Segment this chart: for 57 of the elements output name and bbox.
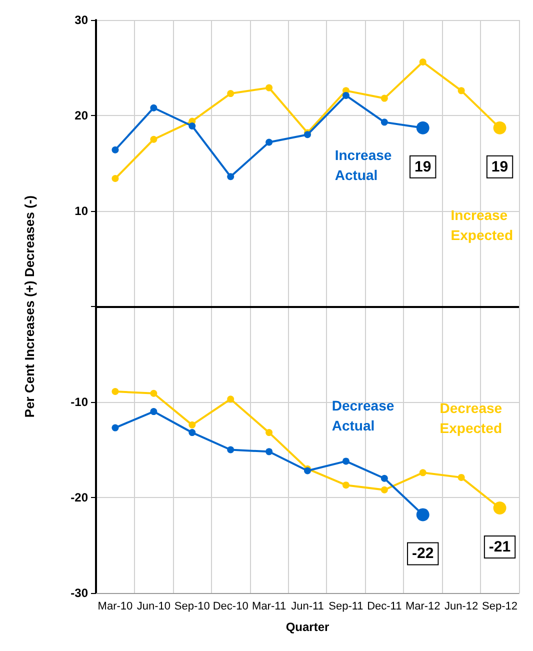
point (150, 390, 158, 397)
x-tick-label: Jun-11 (291, 600, 324, 612)
data-label: -22 (412, 545, 434, 562)
point (227, 90, 234, 98)
x-tick-label: Mar-11 (252, 600, 286, 612)
point (188, 421, 196, 428)
data-label: 19 (491, 158, 508, 176)
x-tick-label: Dec-11 (367, 600, 402, 612)
point (188, 122, 196, 130)
point (266, 84, 273, 92)
y-tick-label: 30 (74, 13, 88, 27)
x-tick-label: Sep-12 (482, 600, 518, 612)
point (112, 175, 119, 182)
y-tick-label: 20 (74, 108, 88, 122)
x-tick-label: Mar-10 (98, 600, 133, 612)
point (266, 138, 273, 146)
point (112, 388, 119, 395)
y-tick-label: 10 (74, 204, 88, 218)
text: Decrease Expected (440, 400, 502, 436)
point (380, 94, 388, 102)
x-tick-label: Mar-12 (405, 600, 440, 612)
point (458, 87, 465, 94)
point (266, 429, 273, 436)
point (227, 173, 234, 180)
y-tick-label: -20 (70, 490, 88, 504)
point (419, 469, 426, 476)
y-axis-title: Per Cent Increases (+) Decreases (-) (22, 195, 37, 418)
point (342, 482, 350, 489)
point (380, 486, 388, 494)
x-tick-label: Sep-11 (328, 600, 364, 612)
series-label: Decrease Actual (332, 398, 394, 434)
point (380, 118, 388, 126)
point (227, 446, 234, 454)
x-tick-label: Jun-10 (136, 600, 170, 612)
point (150, 136, 158, 143)
series-label: Increase Actual (334, 146, 392, 183)
point (380, 474, 388, 482)
point (342, 458, 350, 465)
point (458, 474, 465, 481)
data-label: -21 (488, 538, 511, 556)
point (227, 396, 234, 403)
text: Increase Expected (450, 206, 514, 243)
point (150, 104, 158, 112)
point (419, 58, 426, 66)
x-tick-label: Jun-12 (444, 600, 478, 612)
data-label: 19 (414, 158, 432, 176)
point (112, 424, 119, 432)
point (112, 146, 119, 154)
x-axis-title: Quarter (286, 620, 330, 634)
point (150, 408, 158, 416)
point (188, 429, 196, 436)
y-tick-label: -30 (70, 586, 88, 600)
x-tick-label: Sep-10 (174, 600, 210, 612)
y-tick-label: -10 (70, 395, 88, 409)
point (266, 448, 273, 456)
point (342, 92, 350, 99)
x-tick-label: Dec-10 (212, 600, 248, 612)
